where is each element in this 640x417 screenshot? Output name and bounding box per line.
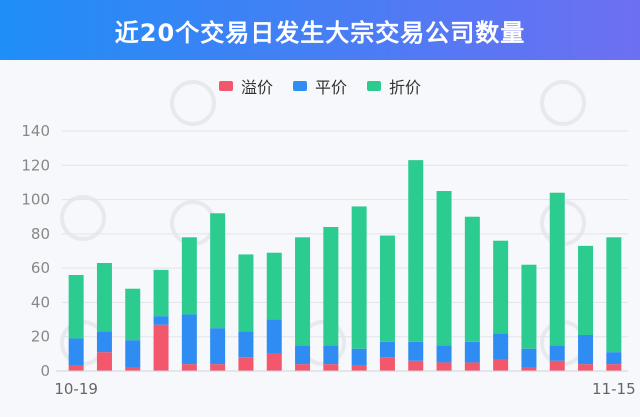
bar-segment[interactable] xyxy=(181,237,197,315)
bar-segment[interactable] xyxy=(493,359,509,371)
bar-segment[interactable] xyxy=(436,362,452,371)
bar-segment[interactable] xyxy=(521,264,537,349)
x-axis: 10-19 11-15 xyxy=(54,370,636,398)
bar-segment[interactable] xyxy=(436,191,452,346)
bar-segment[interactable] xyxy=(210,364,226,371)
bar-segment[interactable] xyxy=(578,335,594,365)
bar-segment[interactable] xyxy=(96,263,112,332)
bar-segment[interactable] xyxy=(295,364,311,371)
bar-segment[interactable] xyxy=(351,206,367,349)
bar-segment[interactable] xyxy=(295,345,311,365)
bar-segment[interactable] xyxy=(96,331,112,353)
bar-segment[interactable] xyxy=(464,341,480,363)
x-tick-label-start: 10-19 xyxy=(54,380,98,398)
bar-segment[interactable] xyxy=(606,237,622,353)
bar-segment[interactable] xyxy=(323,227,339,346)
bar-segment[interactable] xyxy=(68,365,84,371)
legend-swatch-premium xyxy=(218,81,233,91)
watermark-logo-icon xyxy=(540,80,586,126)
bar-segment[interactable] xyxy=(408,160,424,342)
legend-item-par[interactable]: 平价 xyxy=(292,74,347,98)
bar-segment[interactable] xyxy=(181,364,197,371)
bar-segment[interactable] xyxy=(493,240,509,334)
bar-segment[interactable] xyxy=(464,362,480,371)
bar-segment[interactable] xyxy=(153,324,169,371)
legend-swatch-discount xyxy=(367,81,381,91)
bar-segment[interactable] xyxy=(68,275,84,339)
legend: 溢价 平价 折价 xyxy=(0,74,640,98)
bar-segment[interactable] xyxy=(295,237,311,346)
bar-segment[interactable] xyxy=(578,364,594,371)
x-tick-label-end: 11-15 xyxy=(592,380,636,398)
bar-segment[interactable] xyxy=(351,365,367,371)
bar-segment[interactable] xyxy=(379,341,395,358)
y-tick-label: 140 xyxy=(21,122,50,140)
bar-segment[interactable] xyxy=(379,357,395,371)
bar-segment[interactable] xyxy=(464,216,480,342)
bar-segment[interactable] xyxy=(351,348,367,366)
bar-segment[interactable] xyxy=(238,254,254,332)
legend-item-discount[interactable]: 折价 xyxy=(367,74,421,98)
bar-segment[interactable] xyxy=(549,360,565,371)
y-tick-label: 120 xyxy=(21,156,50,174)
bar-segment[interactable] xyxy=(153,316,169,325)
legend-label-par: 平价 xyxy=(314,78,347,97)
bar-segment[interactable] xyxy=(238,357,254,371)
bar-segment[interactable] xyxy=(68,338,84,366)
y-axis: 0 20 40 60 80 100 120 140 xyxy=(21,122,50,380)
bar-segment[interactable] xyxy=(578,245,594,335)
legend-swatch-par xyxy=(292,81,307,91)
y-tick-label: 60 xyxy=(31,259,50,277)
bars xyxy=(68,160,622,371)
y-tick-label: 40 xyxy=(31,293,50,311)
bar-segment[interactable] xyxy=(379,235,395,342)
bar-segment[interactable] xyxy=(96,352,112,371)
chart-title: 近20个交易日发生大宗交易公司数量 xyxy=(0,0,640,60)
bar-segment[interactable] xyxy=(238,331,254,358)
bar-segment[interactable] xyxy=(266,319,282,354)
bar-segment[interactable] xyxy=(606,364,622,371)
y-tick-label: 20 xyxy=(31,328,50,346)
y-tick-label: 0 xyxy=(40,362,50,380)
bar-segment[interactable] xyxy=(210,328,226,365)
bar-segment[interactable] xyxy=(125,367,141,371)
grid-lines xyxy=(62,130,628,372)
bar-segment[interactable] xyxy=(125,288,141,341)
bar-segment[interactable] xyxy=(549,192,565,346)
bar-segment[interactable] xyxy=(606,352,622,365)
bar-segment[interactable] xyxy=(408,360,424,371)
bar-segment[interactable] xyxy=(521,348,537,368)
bar-segment[interactable] xyxy=(181,314,197,365)
legend-label-discount: 折价 xyxy=(389,78,422,97)
bar-segment[interactable] xyxy=(153,269,169,317)
bar-segment[interactable] xyxy=(436,345,452,363)
watermark-logo-icon xyxy=(60,195,106,241)
bar-segment[interactable] xyxy=(266,252,282,320)
y-tick-label: 100 xyxy=(21,191,50,209)
bar-segment[interactable] xyxy=(521,367,537,371)
watermark-logo-icon xyxy=(170,80,216,126)
bar-segment[interactable] xyxy=(408,341,424,361)
legend-label-premium: 溢价 xyxy=(240,78,273,97)
legend-item-premium[interactable]: 溢价 xyxy=(218,74,273,98)
bar-segment[interactable] xyxy=(323,345,339,365)
y-tick-label: 80 xyxy=(31,225,50,243)
bar-segment[interactable] xyxy=(549,345,565,361)
bar-segment[interactable] xyxy=(210,213,226,329)
bar-segment[interactable] xyxy=(323,364,339,371)
bar-segment[interactable] xyxy=(266,353,282,371)
bar-segment[interactable] xyxy=(493,333,509,359)
bar-segment[interactable] xyxy=(125,340,141,368)
